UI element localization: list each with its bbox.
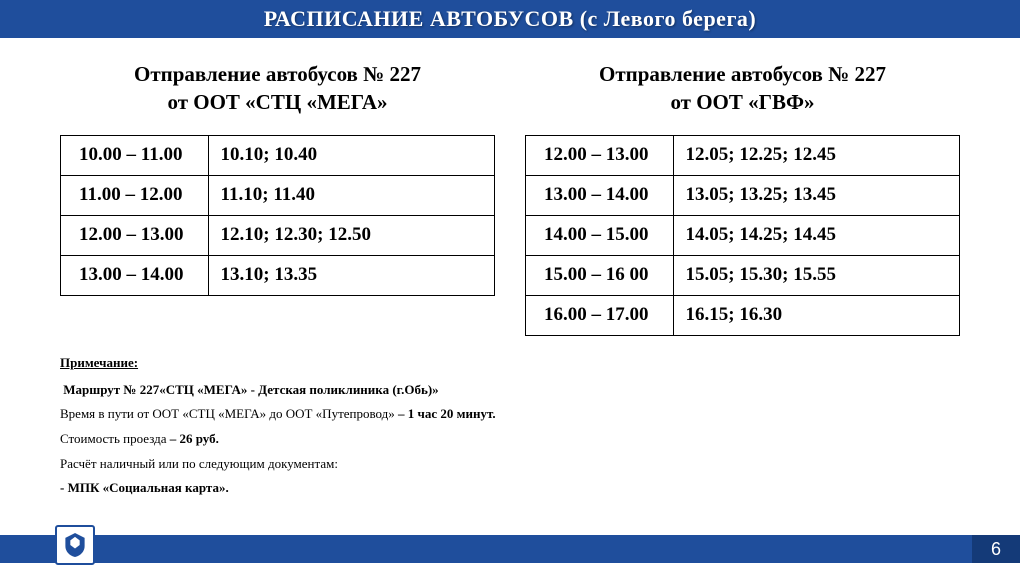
departure-times-cell: 14.05; 14.25; 14.45 (673, 215, 959, 255)
time-range-cell: 12.00 – 13.00 (526, 135, 674, 175)
table-row: 13.00 – 14.0013.05; 13.25; 13.45 (526, 175, 960, 215)
time-range-cell: 10.00 – 11.00 (61, 135, 209, 175)
notes-title: Примечание: (60, 351, 960, 376)
right-subtitle-line1: Отправление автобусов № 227 (599, 62, 886, 86)
time-range-cell: 13.00 – 14.00 (61, 255, 209, 295)
notes-payment: Расчёт наличный или по следующим докумен… (60, 452, 960, 477)
notes-route: Маршрут № 227«СТЦ «МЕГА» - Детская полик… (60, 378, 960, 403)
table-row: 15.00 – 16 0015.05; 15.30; 15.55 (526, 255, 960, 295)
table-row: 10.00 – 11.0010.10; 10.40 (61, 135, 495, 175)
time-range-cell: 12.00 – 13.00 (61, 215, 209, 255)
right-subtitle: Отправление автобусов № 227 от ООТ «ГВФ» (525, 60, 960, 117)
departure-times-cell: 13.10; 13.35 (208, 255, 494, 295)
departure-times-cell: 10.10; 10.40 (208, 135, 494, 175)
table-row: 12.00 – 13.0012.05; 12.25; 12.45 (526, 135, 960, 175)
left-subtitle-line1: Отправление автобусов № 227 (134, 62, 421, 86)
table-row: 13.00 – 14.0013.10; 13.35 (61, 255, 495, 295)
right-column: Отправление автобусов № 227 от ООТ «ГВФ»… (525, 60, 960, 336)
departure-times-cell: 11.10; 11.40 (208, 175, 494, 215)
departure-times-cell: 16.15; 16.30 (673, 295, 959, 335)
footer-bar (0, 535, 1020, 563)
coat-of-arms-icon (61, 531, 89, 559)
left-column: Отправление автобусов № 227 от ООТ «СТЦ … (60, 60, 495, 336)
notes-section: Примечание: Маршрут № 227«СТЦ «МЕГА» - Д… (60, 351, 960, 501)
header-bar: РАСПИСАНИЕ АВТОБУСОВ (с Левого берега) (0, 0, 1020, 38)
right-subtitle-line2: от ООТ «ГВФ» (670, 90, 814, 114)
footer-emblem (55, 525, 95, 565)
table-row: 11.00 – 12.0011.10; 11.40 (61, 175, 495, 215)
time-range-cell: 14.00 – 15.00 (526, 215, 674, 255)
time-range-cell: 11.00 – 12.00 (61, 175, 209, 215)
table-row: 14.00 – 15.0014.05; 14.25; 14.45 (526, 215, 960, 255)
time-range-cell: 16.00 – 17.00 (526, 295, 674, 335)
departure-times-cell: 12.05; 12.25; 12.45 (673, 135, 959, 175)
time-range-cell: 15.00 – 16 00 (526, 255, 674, 295)
time-range-cell: 13.00 – 14.00 (526, 175, 674, 215)
content-area: Отправление автобусов № 227 от ООТ «СТЦ … (0, 38, 1020, 336)
table-row: 12.00 – 13.0012.10; 12.30; 12.50 (61, 215, 495, 255)
left-table: 10.00 – 11.0010.10; 10.4011.00 – 12.0011… (60, 135, 495, 296)
departure-times-cell: 15.05; 15.30; 15.55 (673, 255, 959, 295)
notes-travel: Время в пути от ООТ «СТЦ «МЕГА» до ООТ «… (60, 402, 960, 427)
left-subtitle-line2: от ООТ «СТЦ «МЕГА» (167, 90, 387, 114)
departure-times-cell: 13.05; 13.25; 13.45 (673, 175, 959, 215)
notes-fare: Стоимость проезда – 26 руб. (60, 427, 960, 452)
departure-times-cell: 12.10; 12.30; 12.50 (208, 215, 494, 255)
left-subtitle: Отправление автобусов № 227 от ООТ «СТЦ … (60, 60, 495, 117)
notes-mpk: - МПК «Социальная карта». (60, 476, 960, 501)
page-title: РАСПИСАНИЕ АВТОБУСОВ (с Левого берега) (264, 6, 757, 32)
right-table: 12.00 – 13.0012.05; 12.25; 12.4513.00 – … (525, 135, 960, 336)
page-number: 6 (972, 535, 1020, 563)
table-row: 16.00 – 17.0016.15; 16.30 (526, 295, 960, 335)
